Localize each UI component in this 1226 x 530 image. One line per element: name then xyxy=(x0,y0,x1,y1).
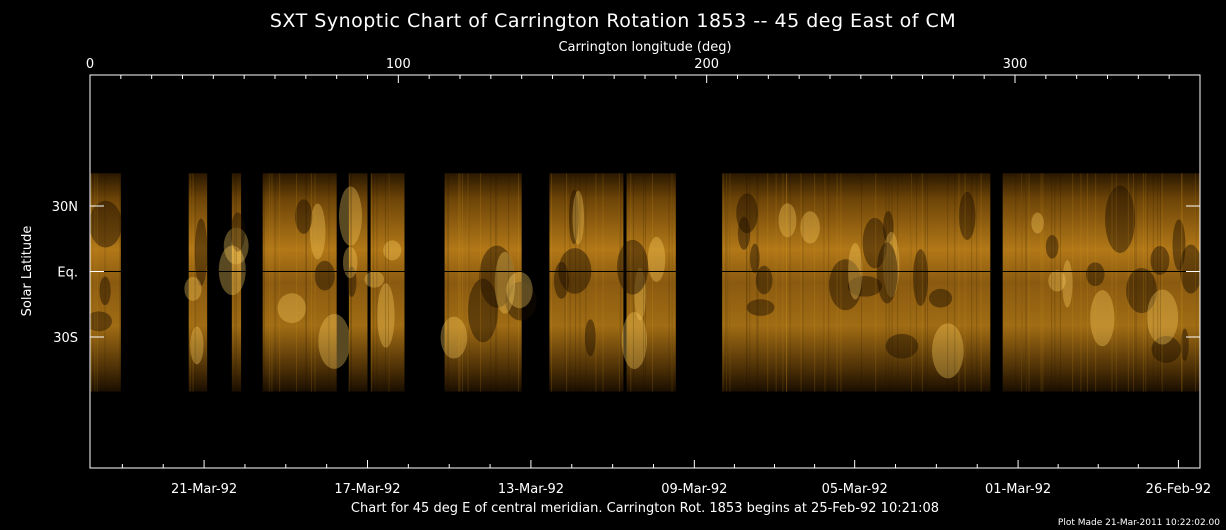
bottom-tick-label: 17-Mar-92 xyxy=(334,482,400,497)
data-strip xyxy=(549,173,624,392)
data-strip xyxy=(338,173,368,392)
data-strip xyxy=(617,173,676,392)
chart-caption: Chart for 45 deg E of central meridian. … xyxy=(351,501,939,516)
data-strip xyxy=(1002,173,1200,392)
top-axis-label: Carrington longitude (deg) xyxy=(558,40,731,55)
left-axis-ticks: 30N Eq. 30S xyxy=(52,200,1200,346)
chart-title: SXT Synoptic Chart of Carrington Rotatio… xyxy=(270,10,956,32)
top-axis-ticks: 0 100 200 300 xyxy=(86,57,1170,83)
data-strip xyxy=(364,173,405,392)
data-strip xyxy=(262,173,351,392)
data-strip xyxy=(721,173,991,392)
bottom-tick-label: 21-Mar-92 xyxy=(171,482,237,497)
plot-area xyxy=(90,173,1200,392)
bottom-tick-label: 01-Mar-92 xyxy=(985,482,1051,497)
data-strip xyxy=(90,173,122,392)
bottom-tick-label: 09-Mar-92 xyxy=(661,482,727,497)
left-tick-label: 30N xyxy=(52,200,78,215)
data-strip xyxy=(440,173,537,392)
left-tick-label: Eq. xyxy=(57,266,78,281)
data-strip xyxy=(218,173,249,392)
data-strip xyxy=(184,173,208,392)
top-tick-label: 0 xyxy=(86,57,94,72)
left-axis-label: Solar Latitude xyxy=(20,226,35,317)
top-tick-label: 100 xyxy=(386,57,411,72)
bottom-axis-ticks: 21-Mar-92 17-Mar-92 13-Mar-92 09-Mar-92 05-M… xyxy=(121,460,1211,497)
bottom-tick-label: 13-Mar-92 xyxy=(498,482,564,497)
top-tick-label: 300 xyxy=(1003,57,1028,72)
plot-made-stamp: Plot Made 21-Mar-2011 10:22:02.00 xyxy=(1058,518,1220,528)
top-tick-label: 200 xyxy=(694,57,719,72)
bottom-tick-label: 05-Mar-92 xyxy=(822,482,888,497)
bottom-tick-label: 26-Feb-92 xyxy=(1146,482,1211,497)
left-tick-label: 30S xyxy=(53,331,78,346)
